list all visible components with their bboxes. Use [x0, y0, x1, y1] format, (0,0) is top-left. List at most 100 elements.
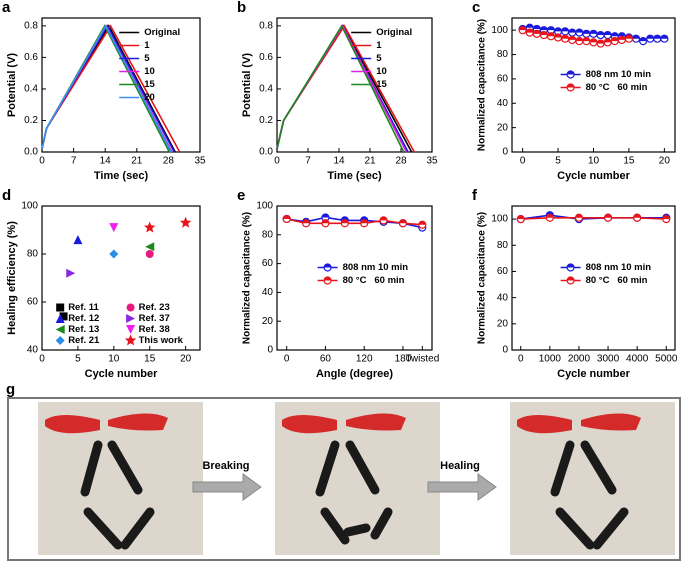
legend-label: 80 °C 60 min: [586, 82, 648, 93]
x-axis-label: Cycle number: [85, 368, 158, 380]
legend-label: Ref. 13: [68, 324, 99, 335]
panel-label: c: [472, 0, 480, 16]
legend-marker: [566, 70, 575, 79]
legend-label: 10: [376, 66, 387, 77]
x-tick-label: 0: [520, 156, 526, 167]
marker-half: [567, 264, 575, 268]
marker: [561, 34, 570, 43]
marker-half: [575, 29, 583, 33]
marker: [144, 221, 156, 233]
marker: [516, 214, 525, 224]
marker-half: [341, 219, 349, 224]
x-tick-label: 14: [333, 156, 345, 167]
legend-marker: [323, 263, 332, 272]
y-tick-label: 0: [502, 345, 508, 356]
marker: [546, 32, 556, 41]
legend-label: Original: [376, 27, 412, 38]
legend-marker: [55, 314, 65, 323]
marker: [145, 250, 154, 258]
series-line: [276, 24, 405, 153]
marker-half: [302, 219, 310, 224]
legend-label: 20: [144, 92, 155, 103]
marker-half: [611, 37, 619, 42]
marker-half: [590, 30, 597, 34]
legend-marker: [126, 314, 136, 323]
marker-half: [360, 219, 368, 224]
y-tick-label: 60: [497, 74, 509, 85]
marker: [525, 28, 534, 37]
y-tick-label: 0.8: [259, 21, 273, 32]
legend-label: 1: [144, 40, 150, 51]
marker: [596, 39, 605, 48]
x-tick-label: 5000: [655, 354, 678, 365]
marker: [66, 268, 76, 278]
legend-label: 80 °C 60 min: [586, 275, 648, 286]
legend-marker: [566, 83, 575, 92]
panel-label: f: [472, 187, 478, 204]
marker: [662, 214, 671, 224]
y-tick-label: 0.2: [259, 115, 273, 126]
legend-label: Ref. 38: [139, 324, 170, 335]
marker: [518, 26, 527, 35]
marker-half: [604, 214, 612, 218]
y-tick-label: 20: [497, 122, 509, 133]
y-tick-label: 80: [497, 240, 509, 251]
marker: [539, 30, 548, 40]
marker-half: [597, 31, 605, 36]
marker: [610, 37, 619, 46]
marker-half: [604, 38, 612, 43]
marker: [639, 37, 648, 46]
y-tick-label: 0.2: [24, 115, 38, 126]
y-tick-label: 80: [262, 229, 274, 240]
x-tick-label: 28: [395, 156, 407, 167]
y-tick-label: 0.8: [24, 21, 38, 32]
marker-half: [533, 30, 541, 34]
legend-marker: [55, 336, 65, 345]
marker-half: [283, 215, 291, 219]
y-tick-label: 0.0: [259, 147, 273, 158]
legend-marker: [55, 325, 65, 334]
x-tick-label: 5: [555, 156, 561, 167]
marker: [574, 213, 584, 222]
x-axis-label: Time (sec): [94, 170, 149, 182]
y-axis-label: Potential (V): [6, 53, 18, 118]
x-tick-label: 14: [100, 156, 112, 167]
marker-half: [567, 71, 575, 75]
marker: [532, 29, 541, 38]
legend-marker: [566, 276, 575, 285]
y-tick-label: 0.6: [24, 52, 38, 63]
legend-marker: [126, 325, 136, 334]
legend-label: Ref. 11: [68, 302, 99, 313]
marker-half: [611, 32, 619, 37]
x-axis-label: Angle (degree): [316, 368, 393, 380]
arrow: [192, 473, 497, 501]
legend-label: Ref. 12: [68, 313, 99, 324]
plot-frame: [276, 17, 433, 153]
marker: [73, 235, 83, 245]
marker: [561, 27, 570, 36]
marker: [582, 37, 591, 46]
marker: [603, 213, 613, 222]
y-tick-label: 100: [491, 25, 508, 36]
marker: [418, 220, 427, 229]
marker: [109, 249, 119, 259]
legend-label: 80 °C 60 min: [343, 275, 405, 286]
legend-marker: [566, 263, 575, 272]
y-axis-label: Normalized capacitance (%): [477, 212, 488, 344]
marker: [109, 223, 119, 233]
marker-half: [660, 35, 668, 39]
marker-half: [321, 219, 329, 224]
series-line: [41, 24, 172, 153]
x-tick-label: Twisted: [405, 354, 439, 365]
y-tick-label: 60: [27, 297, 39, 308]
marker-half: [324, 277, 332, 281]
plot-frame: [511, 205, 676, 351]
x-axis-label: Time (sec): [327, 170, 382, 182]
x-tick-label: 35: [194, 156, 206, 167]
legend-label: This work: [139, 335, 184, 346]
panel-label: g: [6, 381, 15, 398]
legend-marker: [126, 303, 135, 312]
marker: [568, 35, 577, 45]
marker-half: [632, 35, 640, 39]
y-axis-label: Normalized capacitance (%): [242, 212, 253, 344]
